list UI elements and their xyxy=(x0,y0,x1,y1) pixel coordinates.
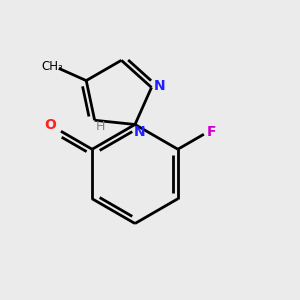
Text: O: O xyxy=(45,118,56,132)
Text: F: F xyxy=(207,125,216,139)
Text: N: N xyxy=(154,79,166,93)
Text: H: H xyxy=(96,120,105,133)
Text: CH₃: CH₃ xyxy=(41,60,63,74)
Text: N: N xyxy=(134,125,145,139)
